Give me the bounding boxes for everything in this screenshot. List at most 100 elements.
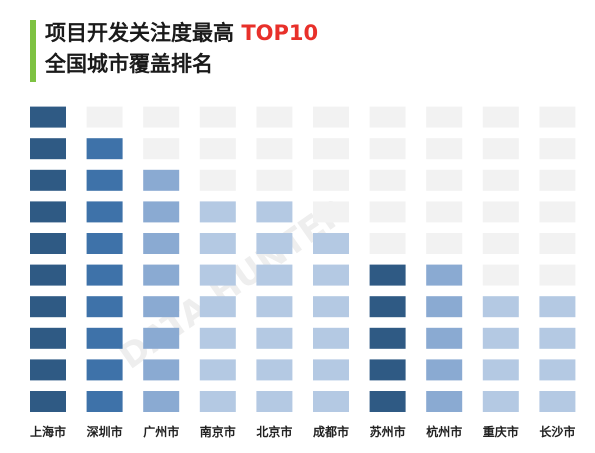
waffle-cell-filled — [426, 359, 463, 381]
waffle-cell-filled — [256, 296, 293, 318]
waffle-cell-filled — [86, 233, 123, 254]
waffle-cell-filled — [256, 391, 293, 412]
waffle-cell-empty — [369, 201, 406, 223]
x-tick-label: 广州市 — [143, 424, 179, 439]
waffle-cell-filled — [86, 391, 123, 412]
waffle-cell-filled — [539, 327, 576, 349]
waffle-cell-filled — [143, 359, 180, 381]
waffle-cell-empty — [143, 106, 180, 128]
waffle-cell-filled — [86, 327, 123, 349]
waffle-cell-empty — [369, 138, 406, 160]
waffle-cell-empty — [369, 106, 406, 128]
waffle-cell-filled — [313, 296, 349, 318]
waffle-cell-filled — [199, 233, 236, 254]
waffle-cell-filled — [539, 359, 576, 381]
waffle-cell-empty — [199, 169, 236, 191]
waffle-cell-filled — [86, 201, 123, 223]
x-tick-label: 南京市 — [200, 424, 236, 439]
chart-title: 项目开发关注度最高 TOP10 全国城市覆盖排名 — [45, 18, 318, 80]
waffle-cell-empty — [539, 106, 576, 128]
waffle-cell-empty — [426, 169, 463, 191]
waffle-cell-filled — [256, 327, 293, 349]
waffle-cell-filled — [256, 233, 293, 254]
waffle-cell-empty — [482, 233, 519, 254]
waffle-cell-filled — [482, 296, 519, 318]
waffle-cell-filled — [30, 327, 66, 349]
waffle-cell-empty — [143, 138, 180, 160]
waffle-cell-filled — [30, 359, 66, 381]
x-tick-label: 杭州市 — [426, 424, 462, 439]
waffle-cell-filled — [86, 296, 123, 318]
waffle-cell-filled — [539, 391, 576, 412]
title-accent-bar — [30, 20, 36, 82]
waffle-cell-empty — [426, 233, 463, 254]
x-tick-label: 上海市 — [30, 424, 66, 439]
waffle-cell-filled — [426, 391, 463, 412]
waffle-cell-empty — [313, 169, 349, 191]
waffle-cell-empty — [256, 138, 293, 160]
waffle-cell-filled — [30, 296, 66, 318]
waffle-cell-filled — [199, 264, 236, 286]
waffle-cell-filled — [143, 169, 180, 191]
waffle-cell-filled — [426, 264, 463, 286]
waffle-cell-empty — [482, 138, 519, 160]
waffle-cell-filled — [30, 233, 66, 254]
waffle-cell-filled — [313, 264, 349, 286]
waffle-cell-empty — [482, 264, 519, 286]
waffle-cell-empty — [256, 106, 293, 128]
waffle-cell-filled — [199, 296, 236, 318]
x-tick-label: 成都市 — [313, 424, 349, 439]
waffle-cell-filled — [369, 359, 406, 381]
labels-layer: 上海市 深圳市 广州市 南京市 北京市 成都市 苏州市 杭州市 重庆市 长沙市 — [30, 424, 575, 439]
waffle-cell-filled — [86, 359, 123, 381]
waffle-cell-filled — [143, 391, 180, 412]
waffle-cell-filled — [143, 201, 180, 223]
x-tick-label: 重庆市 — [483, 424, 519, 439]
waffle-cell-empty — [426, 106, 463, 128]
waffle-cell-filled — [143, 296, 180, 318]
waffle-cell-filled — [426, 296, 463, 318]
waffle-cell-filled — [86, 264, 123, 286]
waffle-cell-filled — [369, 264, 406, 286]
waffle-cell-filled — [143, 264, 180, 286]
waffle-cell-filled — [143, 327, 180, 349]
waffle-cell-filled — [199, 391, 236, 412]
x-tick-label: 长沙市 — [539, 424, 575, 439]
waffle-cell-filled — [30, 138, 66, 160]
waffle-cell-filled — [30, 264, 66, 286]
waffle-cell-empty — [426, 138, 463, 160]
waffle-cell-filled — [482, 391, 519, 412]
waffle-cell-filled — [256, 201, 293, 223]
waffle-cell-filled — [30, 106, 66, 128]
waffle-cell-filled — [256, 264, 293, 286]
waffle-cell-filled — [86, 169, 123, 191]
waffle-cell-empty — [482, 106, 519, 128]
waffle-cell-filled — [313, 359, 349, 381]
waffle-cell-filled — [426, 327, 463, 349]
title-highlight: TOP10 — [241, 21, 319, 45]
waffle-cell-empty — [426, 201, 463, 223]
waffle-cell-empty — [539, 138, 576, 160]
waffle-cell-filled — [256, 359, 293, 381]
waffle-cell-empty — [369, 169, 406, 191]
waffle-cell-filled — [199, 327, 236, 349]
waffle-cell-filled — [313, 233, 349, 254]
waffle-cell-empty — [482, 201, 519, 223]
waffle-cell-empty — [539, 233, 576, 254]
waffle-cell-empty — [313, 106, 349, 128]
waffle-cell-filled — [369, 327, 406, 349]
x-tick-label: 苏州市 — [370, 424, 406, 439]
waffle-cell-filled — [313, 327, 349, 349]
waffle-cell-empty — [199, 138, 236, 160]
waffle-cell-filled — [369, 296, 406, 318]
waffle-cell-filled — [30, 169, 66, 191]
waffle-cell-filled — [369, 391, 406, 412]
waffle-cell-empty — [86, 106, 123, 128]
waffle-cell-empty — [539, 264, 576, 286]
waffle-cell-empty — [482, 169, 519, 191]
waffle-cell-empty — [256, 169, 293, 191]
waffle-cell-empty — [539, 201, 576, 223]
waffle-cell-filled — [86, 138, 123, 160]
waffle-cell-empty — [369, 233, 406, 254]
